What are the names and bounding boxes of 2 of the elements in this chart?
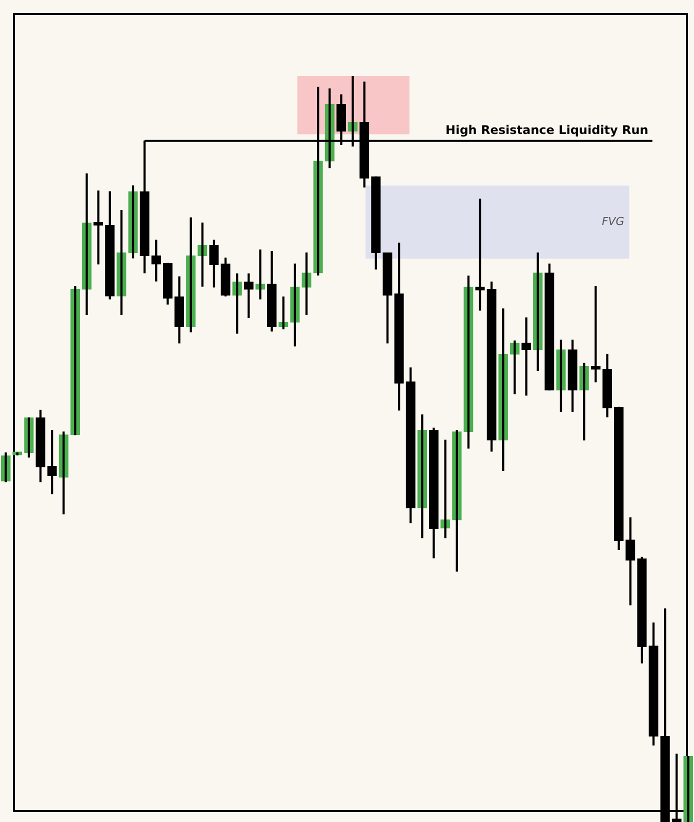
band-label: FVG — [602, 215, 624, 228]
ref-line-label: High Resistance Liquidity Run — [446, 123, 648, 138]
